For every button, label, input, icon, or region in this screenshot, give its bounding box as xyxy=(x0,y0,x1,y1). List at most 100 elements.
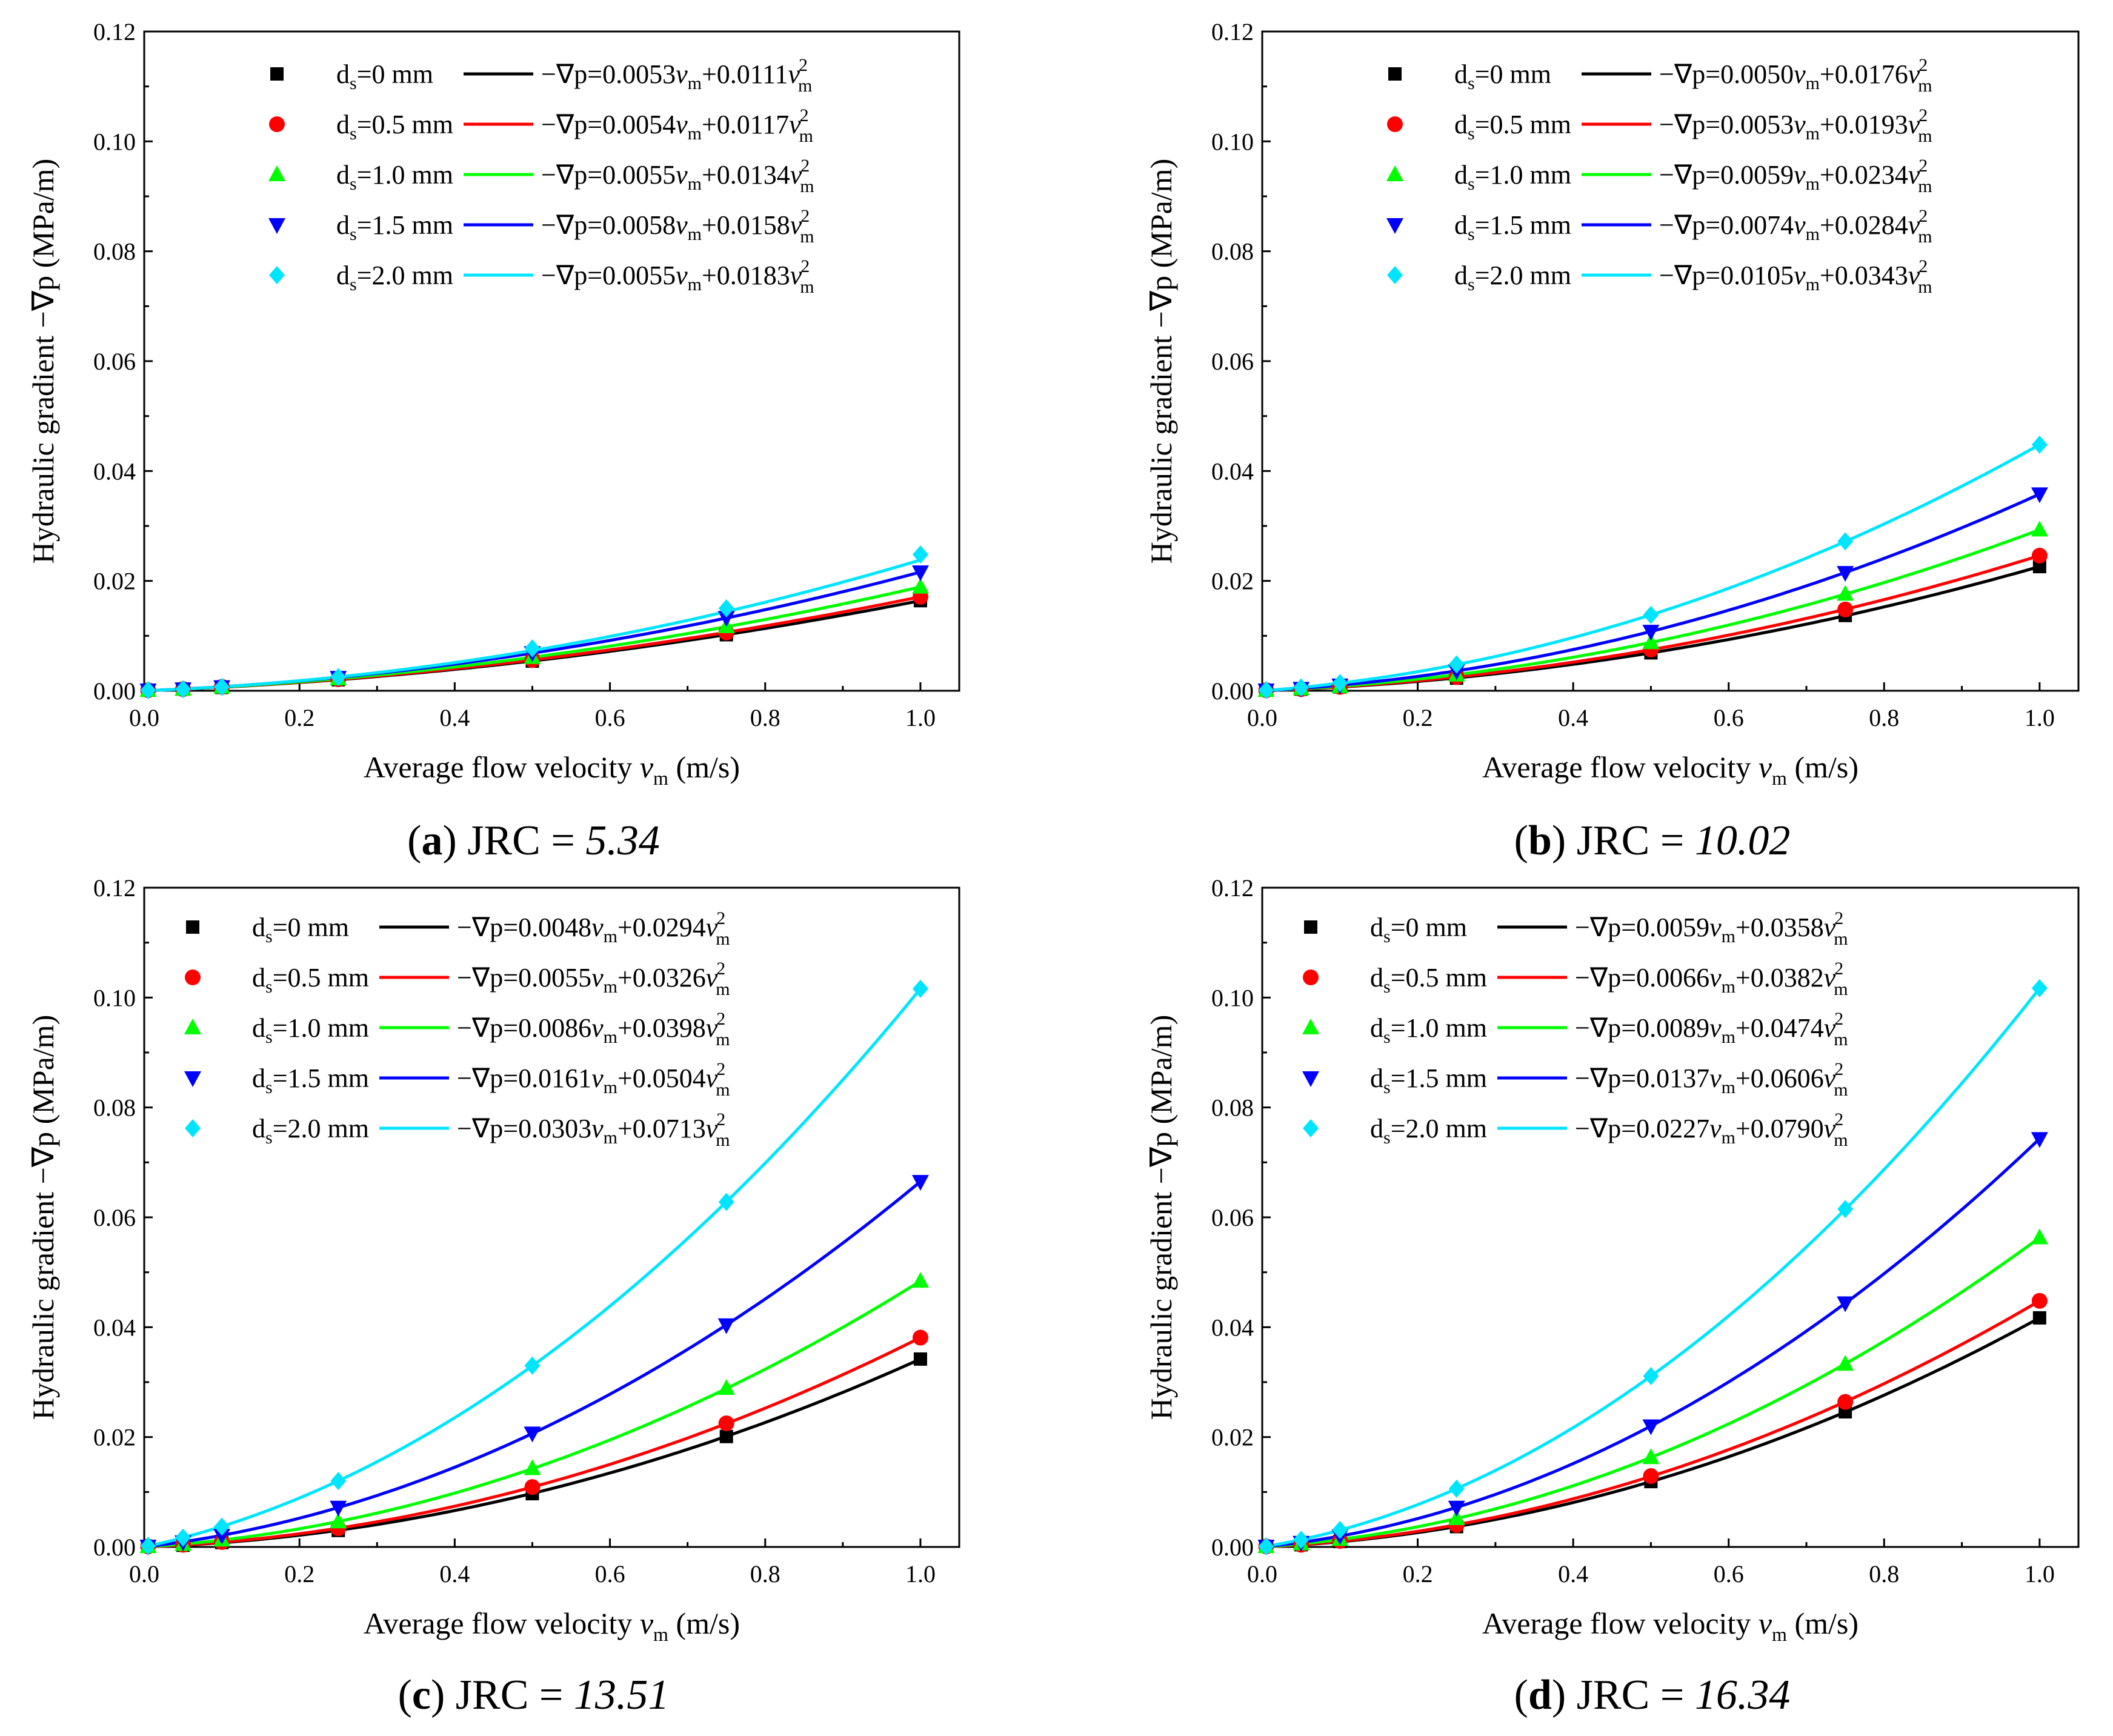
legend-entry: ds=1.0 mm −∇p=0.0089vm+0.0474v2 m xyxy=(1302,1009,1848,1049)
data-point xyxy=(913,1352,927,1366)
data-point xyxy=(718,1192,734,1211)
legend-equation: −∇p=0.0055vm+0.0134v2 m xyxy=(541,156,814,196)
legend-marker xyxy=(185,1119,201,1137)
legend-label: ds=1.5 mm xyxy=(336,210,453,244)
data-point xyxy=(911,1272,929,1288)
data-point xyxy=(214,677,230,696)
data-point xyxy=(912,545,928,564)
legend-label: ds=2.0 mm xyxy=(336,261,453,294)
x-tick-label: 0.2 xyxy=(284,704,314,731)
data-point xyxy=(2032,560,2046,574)
x-tick-label: 0.2 xyxy=(1403,1560,1433,1588)
legend-label: ds=0 mm xyxy=(1454,59,1551,93)
y-tick-label: 0.00 xyxy=(1211,1534,1254,1561)
y-tick-label: 0.06 xyxy=(1211,348,1254,375)
legend-label: ds=1.5 mm xyxy=(1454,210,1571,244)
y-tick-label: 0.04 xyxy=(1211,1314,1254,1341)
y-axis-title: Hydraulic gradient −∇p (MPa/m) xyxy=(1144,159,1178,564)
data-point xyxy=(524,1426,541,1443)
legend-label: ds=1.0 mm xyxy=(1454,160,1571,194)
legend-marker xyxy=(1302,1019,1319,1034)
data-point xyxy=(330,668,347,687)
legend-equation: −∇p=0.0059vm+0.0358v2 m xyxy=(1575,908,1848,949)
legend-label: ds=0.5 mm xyxy=(1370,963,1487,997)
legend-entry: ds=0.5 mm −∇p=0.0055vm+0.0326v2 m xyxy=(185,959,730,999)
data-point xyxy=(717,1378,735,1395)
panel-caption: (c) JRC = 13.51 xyxy=(398,1672,670,1718)
legend-entry: ds=1.5 mm −∇p=0.0058vm+0.0158v2 m xyxy=(268,206,814,247)
legend-marker xyxy=(1387,116,1403,132)
legend-entry: ds=2.0 mm −∇p=0.0055vm+0.0183v2 m xyxy=(269,256,814,297)
legend-marker xyxy=(185,969,201,985)
y-tick-label: 0.12 xyxy=(1211,18,1254,45)
x-tick-label: 0.6 xyxy=(1714,704,1744,731)
x-tick-label: 0.0 xyxy=(1247,704,1277,731)
y-tick-label: 0.00 xyxy=(1211,677,1254,705)
legend-equation: −∇p=0.0050vm+0.0176v2 m xyxy=(1659,55,1932,96)
data-point xyxy=(2031,1228,2048,1245)
data-point xyxy=(1448,1500,1465,1517)
data-point xyxy=(1642,633,1660,650)
x-tick-label: 0.4 xyxy=(439,1560,470,1588)
chart-panel-a: 0.0 0.2 0.4 0.6 0.8 1.0 0.00 0.02 0.04 0.06 0.08 0.… xyxy=(26,18,960,864)
legend-label: ds=0 mm xyxy=(336,59,433,93)
y-tick-label: 0.06 xyxy=(1211,1204,1254,1231)
data-point xyxy=(1293,1531,1309,1549)
legend-equation: −∇p=0.0227vm+0.0790v2 m xyxy=(1575,1109,1848,1150)
y-axis-title: Hydraulic gradient −∇p (MPa/m) xyxy=(1144,1015,1178,1420)
legend-entry: ds=0.5 mm −∇p=0.0054vm+0.0117v2 m xyxy=(269,105,813,146)
chart-panel-c: 0.0 0.2 0.4 0.6 0.8 1.0 0.00 0.02 0.04 0.06 0.08 0.… xyxy=(26,874,960,1718)
data-point xyxy=(175,680,191,699)
data-point xyxy=(214,1517,230,1536)
y-tick-label: 0.08 xyxy=(93,1094,136,1122)
legend-entry: ds=0 mm −∇p=0.0050vm+0.0176v2 m xyxy=(1388,55,1932,96)
legend-entry: ds=2.0 mm −∇p=0.0227vm+0.0790v2 m xyxy=(1303,1109,1848,1150)
x-tick-label: 1.0 xyxy=(2025,704,2055,731)
legend-marker xyxy=(1302,1071,1319,1087)
x-tick-label: 1.0 xyxy=(905,704,936,731)
fit-curve-ds-2-0-mm xyxy=(144,558,921,693)
data-point xyxy=(524,639,541,658)
y-tick-label: 0.02 xyxy=(1211,1424,1254,1451)
x-axis-title: Average flow velocity vm (m/s) xyxy=(364,1606,740,1645)
legend-label: ds=1.5 mm xyxy=(1370,1063,1487,1097)
y-axis-title: Hydraulic gradient −∇p (MPa/m) xyxy=(26,1015,60,1420)
legend-label: ds=1.0 mm xyxy=(1370,1013,1487,1047)
data-point xyxy=(140,681,156,700)
data-point xyxy=(1642,625,1660,641)
fit-curve-ds-1-0-mm xyxy=(1262,1236,2041,1549)
data-point xyxy=(719,1429,733,1443)
legend-equation: −∇p=0.0086vm+0.0398v2 m xyxy=(457,1009,730,1049)
y-tick-label: 0.04 xyxy=(1211,457,1254,485)
data-point xyxy=(1643,1468,1659,1485)
y-tick-label: 0.12 xyxy=(93,874,136,902)
y-tick-label: 0.08 xyxy=(1211,1094,1254,1122)
legend-label: ds=0.5 mm xyxy=(1454,110,1571,144)
legend-equation: −∇p=0.0137vm+0.0606v2 m xyxy=(1575,1059,1848,1100)
data-point xyxy=(2031,1292,2048,1309)
legend-label: ds=0 mm xyxy=(252,913,349,946)
data-point xyxy=(912,979,928,998)
x-axis-title: Average flow velocity vm (m/s) xyxy=(1482,1606,1858,1645)
legend-entry: ds=2.0 mm −∇p=0.0105vm+0.0343v2 m xyxy=(1387,256,1932,297)
legend-label: ds=1.0 mm xyxy=(336,160,453,194)
y-tick-label: 0.02 xyxy=(1211,568,1254,595)
data-point xyxy=(911,577,929,594)
data-point xyxy=(175,1528,191,1547)
data-point xyxy=(718,599,734,617)
legend-marker xyxy=(269,116,285,132)
legend-equation: −∇p=0.0059vm+0.0234v2 m xyxy=(1659,156,1932,196)
data-point xyxy=(330,1512,347,1529)
fit-curve-ds-0-mm xyxy=(144,1357,922,1549)
legend-marker xyxy=(1387,266,1403,284)
y-tick-label: 0.02 xyxy=(93,568,136,595)
x-tick-label: 0.2 xyxy=(284,1560,314,1588)
legend-equation: −∇p=0.0074vm+0.0284v2 m xyxy=(1659,206,1932,247)
legend-equation: −∇p=0.0055vm+0.0326v2 m xyxy=(457,959,730,999)
legend-equation: −∇p=0.0055vm+0.0183v2 m xyxy=(541,256,814,297)
data-point xyxy=(1837,1200,1854,1219)
data-point xyxy=(717,611,735,627)
data-point xyxy=(1258,681,1274,700)
data-point xyxy=(1643,1367,1659,1386)
